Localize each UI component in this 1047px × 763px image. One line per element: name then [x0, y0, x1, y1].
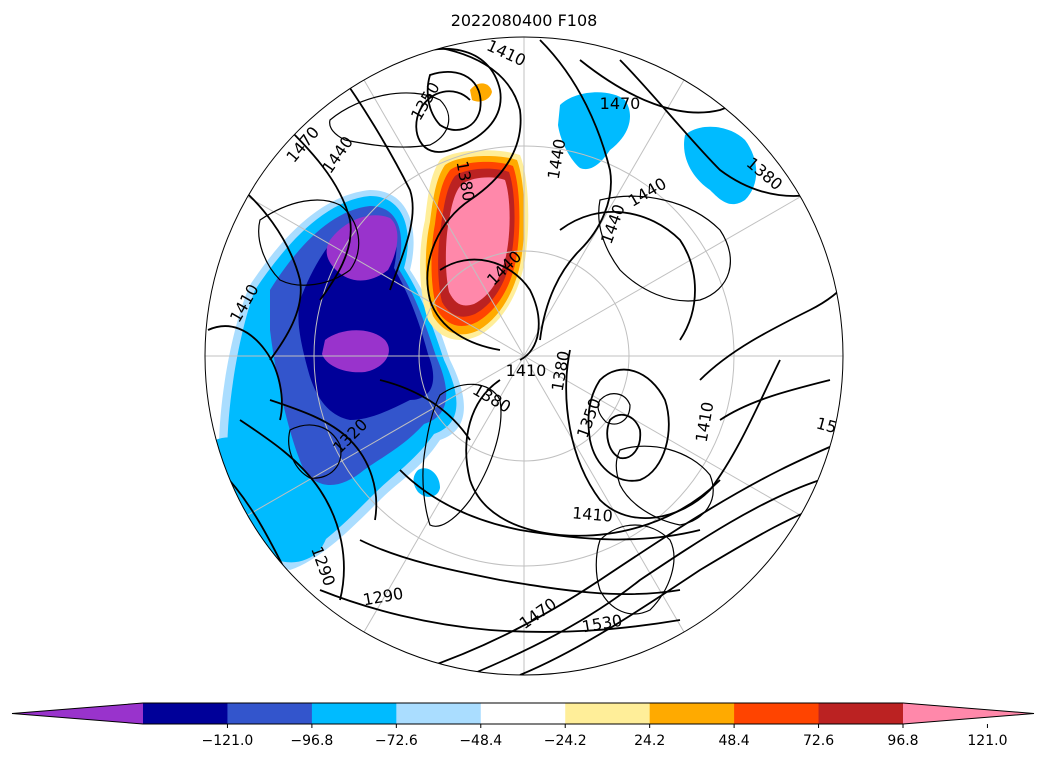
colorbar-tick-label: −72.6: [375, 733, 418, 749]
contour-line: [269, 399, 378, 521]
map-panel: 1410 1470 1440 1350 1380 1440 1470 1380 …: [204, 36, 844, 676]
map-boundary: [204, 36, 844, 676]
meridian-line: [523, 196, 801, 357]
contour-line: [426, 71, 482, 131]
coastline-north-america: [258, 199, 360, 286]
contour-line: [559, 210, 696, 341]
contour-line: [359, 539, 681, 596]
colorbar-segment: [818, 703, 904, 724]
colorbar-tick-label: −121.0: [202, 733, 254, 749]
colorbar-tick-label: −48.4: [459, 733, 502, 749]
meridian-line: [523, 79, 685, 357]
coastline-svalbard: [597, 393, 631, 425]
colorbar-tick-label: 121.0: [967, 733, 1007, 749]
contour-line: [419, 439, 843, 671]
colorbar-segment: [734, 703, 820, 724]
contour-line: [587, 368, 670, 482]
contour-line: [469, 479, 821, 675]
contour-line: [319, 589, 681, 633]
meridian-line: [363, 355, 525, 633]
colorbar-tick-label: −96.8: [290, 733, 333, 749]
graticule: [205, 37, 843, 675]
anomaly-shading: [214, 83, 757, 570]
contour-label: 1470: [600, 94, 641, 113]
contour-label: 1410: [506, 361, 547, 380]
contour-line: [465, 379, 721, 537]
colorbar-segment: [565, 703, 651, 724]
contour-line: [606, 413, 642, 460]
contour-line: [565, 349, 781, 520]
coastline-siberia: [598, 195, 731, 302]
negative-anomaly-purple-north: [326, 215, 398, 281]
contour-line: [279, 119, 352, 301]
negative-anomaly-purple-center: [322, 330, 389, 373]
colorbar-tick-label: 24.2: [634, 733, 665, 749]
colorbar-segment: [480, 703, 566, 724]
colorbar-tick-label: −24.2: [544, 733, 587, 749]
meridian-line: [247, 196, 525, 357]
colorbar-extend-high: [903, 703, 1034, 724]
colorbar-segment: [396, 703, 482, 724]
negative-anomaly-cyan-north: [558, 92, 630, 170]
negative-anomaly-navy-west: [298, 216, 434, 420]
colorbar-outline: [11, 702, 1035, 725]
negative-anomaly-cyan-northeast: [684, 126, 757, 205]
contour-line: [229, 179, 302, 361]
negative-anomaly-cyan-southwest: [214, 437, 331, 563]
negative-anomaly-cyan-small: [413, 468, 440, 497]
colorbar-segment: [143, 703, 228, 724]
map-content: 1410 1470 1440 1350 1380 1440 1470 1380 …: [205, 37, 843, 675]
contour-line: [379, 379, 471, 441]
colorbar-tick-label: 96.8: [887, 733, 918, 749]
contour-line: [419, 44, 522, 351]
coastline-alaska: [329, 92, 450, 148]
colorbar-segment: [311, 703, 397, 724]
colorbar-tick-label: 72.6: [803, 733, 834, 749]
positive-anomaly-small-north: [470, 83, 492, 102]
coastline-greenland: [422, 383, 502, 527]
contour-line: [329, 59, 414, 291]
colorbar-extend-low: [12, 703, 143, 724]
colorbar-tick-label: 48.4: [719, 733, 750, 749]
colorbar-segment: [649, 703, 735, 724]
contour-label-group: 1410 1470 1440 1350 1380 1440 1470 1380 …: [226, 37, 843, 636]
contour-label: 1410: [571, 503, 613, 525]
meridian-line: [247, 355, 525, 516]
contour-line: [239, 419, 345, 601]
figure-title: 2022080400 F108: [451, 11, 598, 30]
meridian-line: [363, 79, 525, 357]
colorbar: −121.0 −96.8 −72.6 −48.4 −24.2 24.2 48.4 72.6 96…: [11, 702, 1035, 749]
contour-line: [539, 39, 612, 341]
colorbar-segment: [227, 703, 313, 724]
meridian-line: [523, 355, 685, 633]
contour-line: [719, 379, 831, 421]
contour-line: [399, 469, 701, 541]
meridian-line: [523, 355, 801, 516]
contour-line: [207, 325, 283, 421]
contour-line: [519, 499, 841, 675]
positive-anomaly-pink: [445, 177, 510, 306]
contour-line: [619, 59, 831, 197]
contour-line: [439, 258, 540, 361]
